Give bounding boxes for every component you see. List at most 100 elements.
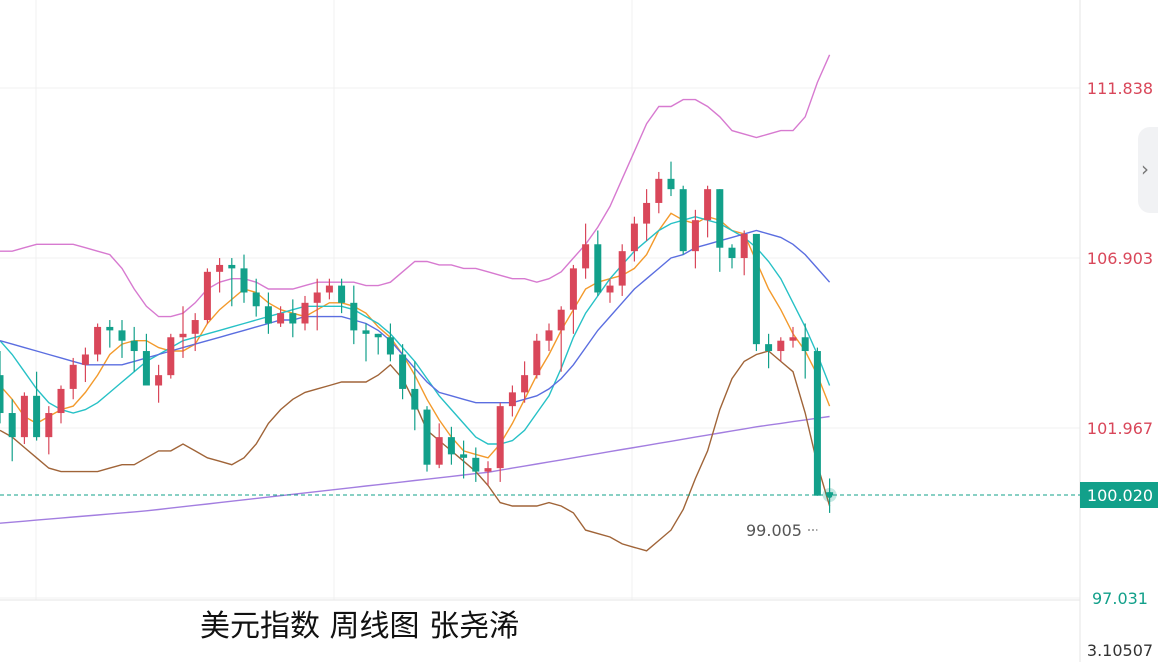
chart-title: 美元指数 周线图 张尧浠 [200, 609, 519, 644]
candle [130, 326, 138, 372]
candle-body [606, 285, 614, 293]
candle [740, 230, 748, 276]
candles [0, 161, 834, 513]
candle-body [630, 223, 638, 252]
candle [521, 361, 529, 403]
candle [472, 447, 480, 482]
candle-body [289, 313, 297, 324]
candle [801, 323, 809, 379]
candle [45, 406, 53, 455]
candle [630, 216, 638, 262]
candle [667, 161, 675, 197]
candle [447, 426, 455, 465]
candle [191, 313, 199, 352]
candle-body [45, 413, 53, 438]
side-panel-toggle[interactable]: › [1138, 127, 1158, 213]
candle-body [216, 264, 224, 272]
candle [728, 244, 736, 269]
candle [533, 333, 541, 379]
candle [313, 278, 321, 331]
candle [106, 320, 114, 348]
candle [655, 171, 663, 214]
y-axis-tick-label: 97.031 [1092, 589, 1148, 608]
y-axis-tick-label: 111.838 [1087, 79, 1153, 98]
candle-body [594, 244, 602, 293]
candle-body [704, 189, 712, 221]
candle-body [643, 202, 651, 224]
line-ma_long [0, 415, 830, 524]
candle [643, 189, 651, 241]
candle [57, 385, 65, 424]
candle-body [679, 189, 687, 252]
candle [264, 292, 272, 334]
y-axis-tick-label: 101.967 [1087, 419, 1153, 438]
candle [289, 299, 297, 338]
candle-body [801, 337, 809, 352]
candle-body [618, 251, 626, 286]
candle [240, 254, 248, 303]
y-axis-tick-label: 106.903 [1087, 249, 1153, 268]
candle [81, 347, 89, 383]
candle-body [228, 264, 236, 269]
candle [594, 230, 602, 296]
candle [557, 306, 565, 372]
candle [118, 320, 126, 358]
candle-body [313, 292, 321, 303]
candle [399, 344, 407, 400]
candle-body [386, 337, 394, 355]
candle-body [203, 271, 211, 321]
candle-body [728, 247, 736, 259]
low-annotation-label: 99.005 [746, 521, 802, 540]
candle-body [155, 375, 163, 386]
candle-body [777, 340, 785, 352]
candle [484, 461, 492, 486]
candle [20, 392, 28, 445]
candle-body [325, 285, 333, 293]
candle [716, 189, 724, 272]
candle-body [765, 344, 773, 352]
candle-body [33, 395, 41, 438]
candle [691, 209, 699, 269]
candle-body [179, 333, 187, 338]
candle-body [691, 220, 699, 252]
candle-body [435, 437, 443, 465]
candle-body [557, 309, 565, 331]
candle [777, 337, 785, 362]
candle-body [496, 406, 504, 469]
candle-body [362, 330, 370, 334]
candle [704, 185, 712, 238]
candle [508, 385, 516, 417]
candle [142, 333, 150, 386]
candle [582, 223, 590, 279]
candle [0, 351, 4, 424]
candle-body [0, 375, 4, 414]
candle-body [338, 285, 346, 303]
candle [789, 326, 797, 348]
candle [460, 440, 468, 479]
candle [228, 258, 236, 307]
candle [569, 264, 577, 334]
candle-body [752, 233, 760, 345]
candle-body [569, 268, 577, 310]
candle-body [411, 388, 419, 410]
candle [155, 364, 163, 403]
candle-body [460, 454, 468, 458]
candle [496, 402, 504, 482]
candle [216, 258, 224, 293]
candle [752, 233, 760, 352]
candle-body [81, 354, 89, 365]
candle [167, 333, 175, 379]
candle-body [472, 457, 480, 472]
candle-body [399, 354, 407, 389]
candle [277, 306, 285, 327]
candle [252, 278, 260, 317]
candle-body [130, 340, 138, 352]
candle [338, 278, 346, 314]
candle-body [716, 189, 724, 248]
candle-body [655, 178, 663, 203]
candle-body [423, 409, 431, 465]
candle-body [740, 233, 748, 259]
candle-body [301, 302, 309, 324]
candle [411, 361, 419, 431]
